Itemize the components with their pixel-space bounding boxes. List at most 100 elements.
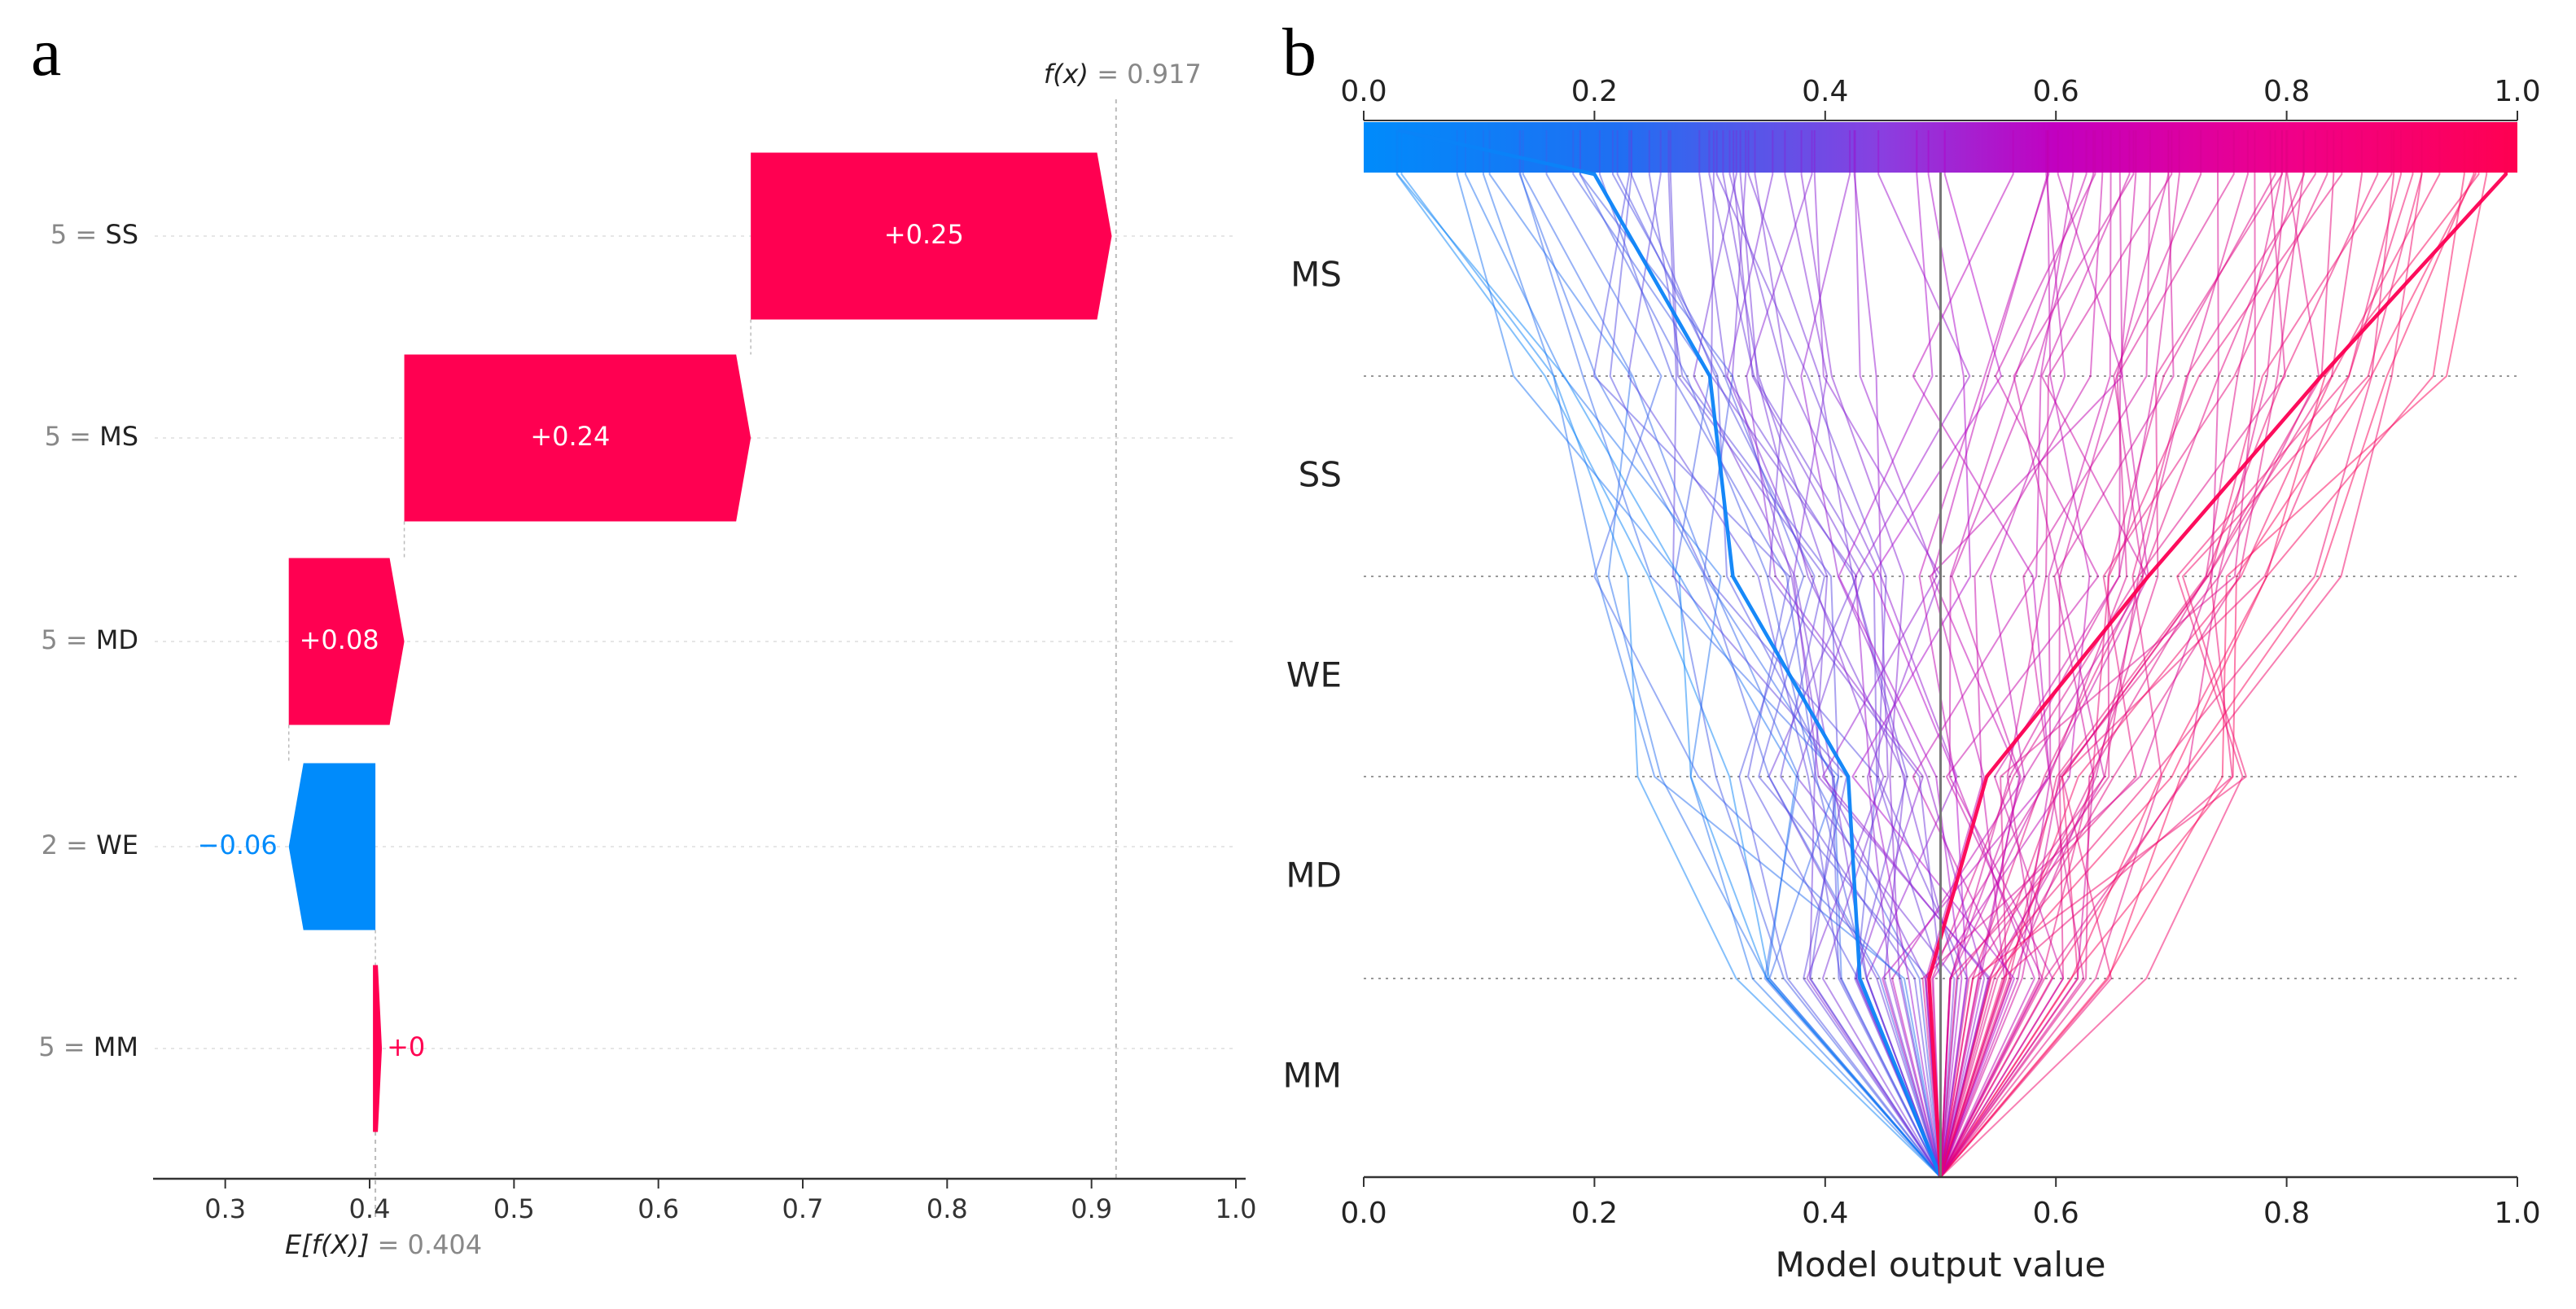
- feature-name: WE: [96, 830, 138, 860]
- decision-line: [1882, 130, 2051, 1178]
- bar-value-label: +0.25: [884, 219, 964, 250]
- colorbar-tick-label: 0.4: [1802, 75, 1848, 108]
- panel-letter-a: a: [31, 15, 61, 90]
- colorbar-tick-label: 0.0: [1340, 75, 1387, 108]
- feature-label-MD: 5 = MD: [41, 624, 138, 655]
- decision-line: [1871, 130, 2002, 1178]
- feature-label-MS: MS: [1290, 255, 1342, 295]
- decision-line: [1939, 130, 2283, 1178]
- feature-value: 5 =: [41, 624, 96, 655]
- final-value-label: f(x) = 0.917: [1044, 59, 1202, 90]
- feature-label-WE: WE: [1286, 655, 1342, 695]
- x-tick-label: 0.8: [927, 1193, 968, 1224]
- feature-label-WE: 2 = WE: [42, 830, 138, 860]
- decision-line: [1939, 130, 2395, 1178]
- highlighted-decision-line: [1398, 128, 1943, 1178]
- x-tick-label: 0.3: [204, 1193, 246, 1224]
- decision-line: [1726, 130, 1942, 1178]
- feature-label-MD: MD: [1286, 856, 1342, 895]
- x-tick-label: 0.9: [1071, 1193, 1112, 1224]
- decision-line: [1821, 130, 1990, 1178]
- decision-line: [1939, 130, 2100, 1178]
- final-value-prefix: f(x): [1044, 59, 1089, 90]
- decision-line: [1939, 130, 2393, 1178]
- decision-line: [1939, 130, 2287, 1178]
- feature-value: 2 =: [42, 830, 97, 860]
- bar-WE: [288, 763, 376, 930]
- decision-line: [1627, 130, 1942, 1178]
- decision-line: [1669, 130, 1942, 1178]
- decision-line: [1838, 130, 1963, 1178]
- x-tick-label: 0.2: [1571, 1197, 1618, 1230]
- x-axis: 0.3 0.4 0.5 0.6 0.7 0.8 0.9 1.0: [153, 1177, 1257, 1224]
- bar-value-label: −0.06: [198, 830, 278, 860]
- decision-line: [1854, 130, 1971, 1178]
- bar-value-label: +0: [387, 1031, 425, 1062]
- feature-label-MS: 5 = MS: [45, 421, 138, 452]
- decision-line: [1746, 130, 1942, 1178]
- decision-line: [1667, 130, 1942, 1178]
- decision-line: [1939, 130, 2180, 1178]
- colorbar-tick-label: 1.0: [2494, 75, 2540, 108]
- decision-line: [1572, 130, 1942, 1178]
- decision-line: [1939, 130, 2304, 1178]
- x-tick-label: 0.6: [2033, 1197, 2079, 1230]
- base-value-label: E[f(X)] = 0.404: [285, 1229, 482, 1260]
- decision-line: [1611, 130, 1942, 1178]
- decision-line: [1693, 130, 1942, 1178]
- decision-line: [1939, 130, 2441, 1178]
- x-axis-title: Model output value: [1775, 1245, 2105, 1285]
- decision-line: [1939, 130, 2316, 1178]
- decision-line: [1482, 130, 1942, 1178]
- x-tick-label: 0.6: [637, 1193, 679, 1224]
- decision-line: [1939, 130, 2423, 1178]
- decision-line: [1939, 130, 2286, 1178]
- x-tick-label: 0.4: [1802, 1197, 1848, 1230]
- decision-line: [1925, 130, 2124, 1178]
- bars: [288, 152, 1112, 1132]
- decision-line: [1710, 130, 1942, 1178]
- x-tick-label: 0.0: [1340, 1197, 1387, 1230]
- colorbar-tick-label: 0.6: [2033, 75, 2079, 108]
- feature-name: MS: [99, 421, 138, 452]
- decision-line: [1939, 130, 2112, 1178]
- panel-letter-b: b: [1282, 15, 1316, 90]
- feature-label-MM: 5 = MM: [38, 1031, 138, 1062]
- colorbar-tick-label: 0.8: [2263, 75, 2310, 108]
- feature-value: 5 =: [50, 219, 106, 250]
- decision-line: [1739, 130, 1942, 1178]
- decision-line: [1519, 130, 1942, 1178]
- decision-line: [1465, 130, 1942, 1178]
- feature-value: 5 =: [38, 1031, 94, 1062]
- decision-line: [1731, 130, 1942, 1178]
- base-value-number: = 0.404: [369, 1229, 482, 1260]
- feature-name: SS: [105, 219, 138, 250]
- feature-label-MM: MM: [1283, 1056, 1342, 1096]
- waterfall-panel: a +0.25 5 = SS +0.24 5 = MS +0.08 5 = MD −0.06…: [31, 15, 1256, 1260]
- bar-MS: [404, 354, 751, 522]
- decision-line: [1800, 130, 1942, 1178]
- decision-line: [1939, 130, 2095, 1178]
- feature-labels: MS SS WE MD MM: [1283, 255, 1342, 1096]
- decision-line: [1592, 130, 1942, 1178]
- decision-line: [1931, 130, 2048, 1178]
- feature-value: 5 =: [45, 421, 100, 452]
- colorbar-tick-label: 0.2: [1571, 75, 1618, 108]
- x-tick-label: 1.0: [1216, 1193, 1257, 1224]
- final-value-number: = 0.917: [1089, 59, 1202, 90]
- feature-name: MM: [94, 1031, 138, 1062]
- decision-line: [1522, 130, 1942, 1178]
- decision-line: [1939, 130, 2379, 1178]
- decision-line: [1939, 130, 2488, 1178]
- x-axis: 0.0 0.2 0.4 0.6 0.8 1.0: [1340, 1175, 2541, 1230]
- decision-line: [1400, 130, 1942, 1178]
- decision-lines: [1395, 128, 2508, 1178]
- feature-label-SS: 5 = SS: [50, 219, 138, 250]
- decision-line: [1545, 130, 1942, 1178]
- decision-line: [1939, 130, 2335, 1178]
- x-tick-label: 0.4: [349, 1193, 391, 1224]
- x-tick-label: 1.0: [2494, 1197, 2540, 1230]
- decision-line: [1939, 130, 2202, 1178]
- decision-line: [1456, 130, 1942, 1178]
